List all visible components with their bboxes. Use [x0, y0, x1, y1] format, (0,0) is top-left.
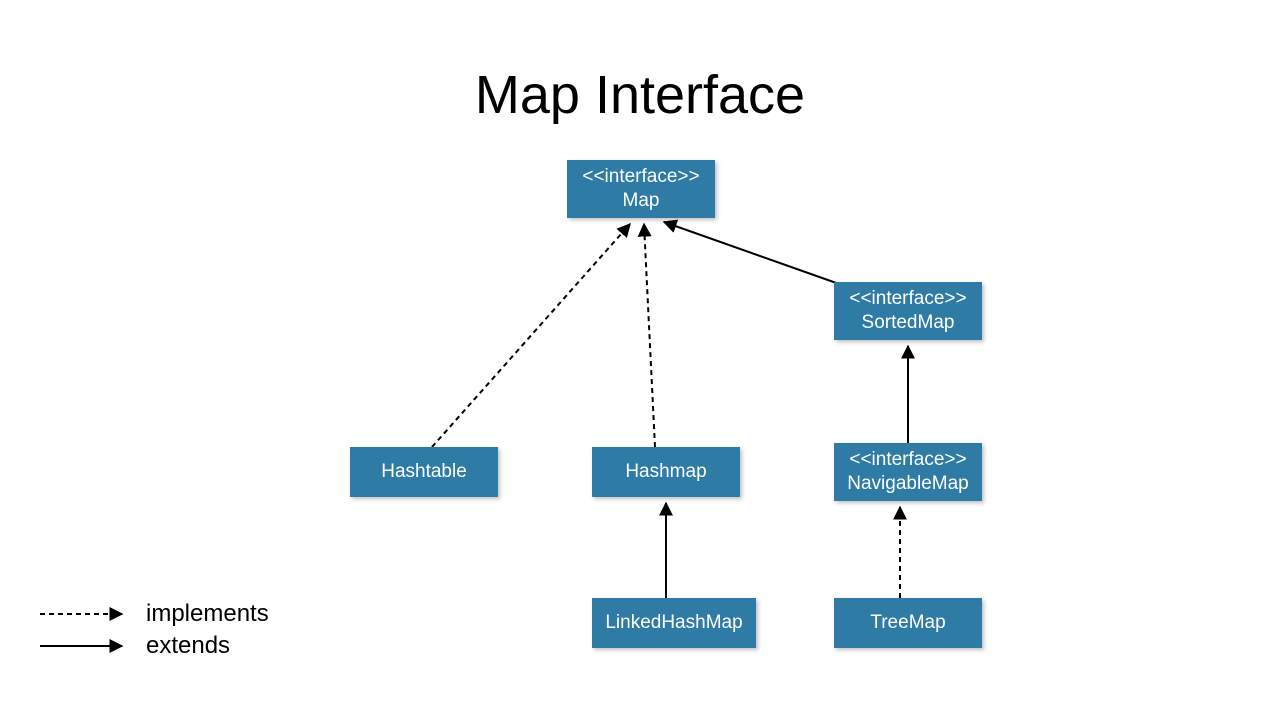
- legend-line-dashed: [40, 607, 132, 621]
- node-label: TreeMap: [870, 611, 945, 635]
- legend-row-extends: extends: [40, 632, 269, 660]
- edge-hashmap-to-map: [644, 224, 655, 447]
- legend: implements extends: [40, 600, 269, 664]
- node-stereotype: <<interface>>: [849, 448, 966, 472]
- node-label: Map: [623, 189, 660, 213]
- node-sortedmap: <<interface>> SortedMap: [834, 282, 982, 340]
- node-map: <<interface>> Map: [567, 160, 715, 218]
- legend-row-implements: implements: [40, 600, 269, 628]
- node-stereotype: <<interface>>: [849, 287, 966, 311]
- node-label: SortedMap: [862, 311, 955, 335]
- node-label: Hashmap: [625, 460, 706, 484]
- node-label: LinkedHashMap: [605, 611, 742, 635]
- node-treemap: TreeMap: [834, 598, 982, 648]
- diagram-title: Map Interface: [0, 64, 1280, 126]
- node-hashtable: Hashtable: [350, 447, 498, 497]
- edge-hashtable-to-map: [432, 224, 630, 447]
- node-label: Hashtable: [381, 460, 467, 484]
- node-hashmap: Hashmap: [592, 447, 740, 497]
- node-navigablemap: <<interface>> NavigableMap: [834, 443, 982, 501]
- node-stereotype: <<interface>>: [582, 165, 699, 189]
- legend-label: extends: [146, 632, 230, 660]
- node-linkedhashmap: LinkedHashMap: [592, 598, 756, 648]
- node-label: NavigableMap: [847, 472, 968, 496]
- legend-line-solid: [40, 639, 132, 653]
- legend-label: implements: [146, 600, 269, 628]
- edge-sortedmap-to-map: [664, 222, 842, 285]
